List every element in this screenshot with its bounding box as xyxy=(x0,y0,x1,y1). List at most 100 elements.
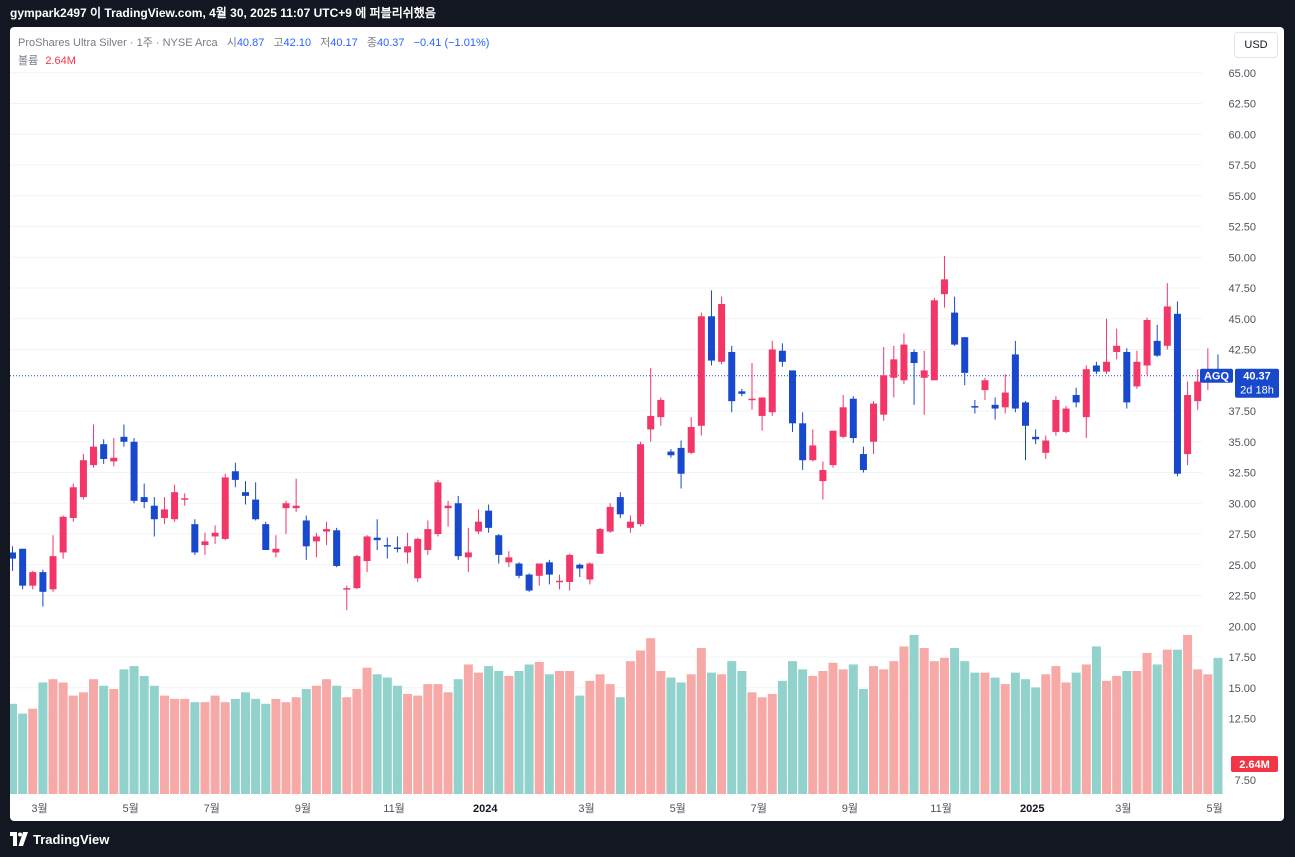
candle-body[interactable] xyxy=(829,430,837,466)
candle-body[interactable] xyxy=(444,505,452,509)
candle-body[interactable] xyxy=(616,497,624,515)
candle-body[interactable] xyxy=(626,521,634,528)
candle-body[interactable] xyxy=(991,404,999,409)
candle-body[interactable] xyxy=(971,406,979,408)
candle-body[interactable] xyxy=(606,506,614,532)
candle-body[interactable] xyxy=(495,535,503,555)
candle-body[interactable] xyxy=(900,344,908,381)
candle-body[interactable] xyxy=(312,536,320,542)
candle-body[interactable] xyxy=(323,529,331,532)
candle-body[interactable] xyxy=(870,403,878,442)
candle-body[interactable] xyxy=(566,554,574,582)
candle-body[interactable] xyxy=(231,471,239,480)
candle-body[interactable] xyxy=(454,503,462,557)
candle-body[interactable] xyxy=(1011,354,1019,409)
candle-body[interactable] xyxy=(464,552,472,558)
symbol-description[interactable]: ProShares Ultra Silver · 1주 · NYSE Arca xyxy=(18,37,218,49)
candle-body[interactable] xyxy=(140,497,148,503)
candle-body[interactable] xyxy=(79,460,87,498)
candle-body[interactable] xyxy=(1184,395,1192,455)
candle-body[interactable] xyxy=(890,359,898,378)
candle-body[interactable] xyxy=(282,503,290,509)
candle-body[interactable] xyxy=(100,444,108,459)
candle-body[interactable] xyxy=(718,303,726,362)
candle-body[interactable] xyxy=(1143,319,1151,366)
candle-body[interactable] xyxy=(272,548,280,553)
candle-body[interactable] xyxy=(839,407,847,437)
candle-body[interactable] xyxy=(1082,369,1090,418)
candle-body[interactable] xyxy=(363,536,371,562)
candle-body[interactable] xyxy=(150,505,158,520)
candle-body[interactable] xyxy=(738,391,746,394)
candle-body[interactable] xyxy=(1103,361,1111,372)
candle-body[interactable] xyxy=(485,510,493,528)
candle-body[interactable] xyxy=(424,529,432,550)
candle-body[interactable] xyxy=(1072,395,1080,403)
candle-body[interactable] xyxy=(758,397,766,416)
candle-body[interactable] xyxy=(90,446,98,466)
candle-body[interactable] xyxy=(647,415,655,430)
candle-body[interactable] xyxy=(1062,408,1070,432)
candle-body[interactable] xyxy=(778,350,786,362)
chart-panel[interactable]: 65.00 62.50 60.00 57.50 55.00 52.50 50.00 47.50… xyxy=(10,27,1284,821)
candle-body[interactable] xyxy=(535,563,543,576)
candle-body[interactable] xyxy=(474,521,482,532)
candle-body[interactable] xyxy=(728,351,736,402)
candle-body[interactable] xyxy=(545,562,553,575)
candle-body[interactable] xyxy=(241,492,249,496)
candle-body[interactable] xyxy=(181,498,189,500)
candle-body[interactable] xyxy=(961,337,969,373)
candle-body[interactable] xyxy=(1133,361,1141,387)
candle-body[interactable] xyxy=(930,300,938,381)
candle-body[interactable] xyxy=(1113,345,1121,352)
candle-body[interactable] xyxy=(221,477,229,539)
candle-body[interactable] xyxy=(1092,365,1100,372)
candle-body[interactable] xyxy=(252,499,260,520)
candle-body[interactable] xyxy=(525,574,533,591)
candle-body[interactable] xyxy=(191,524,199,553)
candle-body[interactable] xyxy=(920,370,928,378)
candle-body[interactable] xyxy=(789,370,797,424)
candle-body[interactable] xyxy=(1123,351,1131,403)
candle-body[interactable] xyxy=(201,541,209,546)
candle-body[interactable] xyxy=(657,399,665,418)
candle-body[interactable] xyxy=(1163,306,1171,346)
candle-body[interactable] xyxy=(69,487,77,519)
candle-body[interactable] xyxy=(404,546,412,553)
candle-body[interactable] xyxy=(29,572,37,586)
candle-body[interactable] xyxy=(1032,436,1040,440)
candle-body[interactable] xyxy=(799,423,807,461)
candle-body[interactable] xyxy=(677,447,685,474)
candle-body[interactable] xyxy=(59,516,67,553)
candle-body[interactable] xyxy=(515,563,523,576)
candle-body[interactable] xyxy=(819,470,827,482)
candle-body[interactable] xyxy=(1153,340,1161,356)
candle-body[interactable] xyxy=(353,556,361,589)
candle-body[interactable] xyxy=(1022,402,1029,426)
candle-body[interactable] xyxy=(1052,399,1060,432)
candle-body[interactable] xyxy=(120,436,128,442)
candle-body[interactable] xyxy=(697,316,705,426)
candle-body[interactable] xyxy=(940,279,948,295)
candle-body[interactable] xyxy=(393,547,401,550)
candle-body[interactable] xyxy=(1001,392,1009,408)
candle-body[interactable] xyxy=(849,398,857,439)
candle-body[interactable] xyxy=(211,532,219,537)
candle-body[interactable] xyxy=(160,509,168,519)
candle-body[interactable] xyxy=(333,530,341,566)
candle-body[interactable] xyxy=(302,520,310,547)
candle-body[interactable] xyxy=(49,556,57,590)
candle-body[interactable] xyxy=(637,444,645,525)
candle-body[interactable] xyxy=(19,548,27,586)
candle-body[interactable] xyxy=(859,454,867,471)
candle-body[interactable] xyxy=(667,451,675,456)
candle-body[interactable] xyxy=(880,375,888,415)
candle-body[interactable] xyxy=(10,552,16,559)
candle-body[interactable] xyxy=(687,426,695,453)
candle-body[interactable] xyxy=(1042,440,1050,453)
candle-body[interactable] xyxy=(1194,381,1202,402)
candlestick-chart[interactable]: 65.00 62.50 60.00 57.50 55.00 52.50 50.00 47.50… xyxy=(10,27,1284,821)
candle-body[interactable] xyxy=(383,545,391,547)
candle-body[interactable] xyxy=(809,445,817,461)
candle-body[interactable] xyxy=(1173,313,1181,474)
